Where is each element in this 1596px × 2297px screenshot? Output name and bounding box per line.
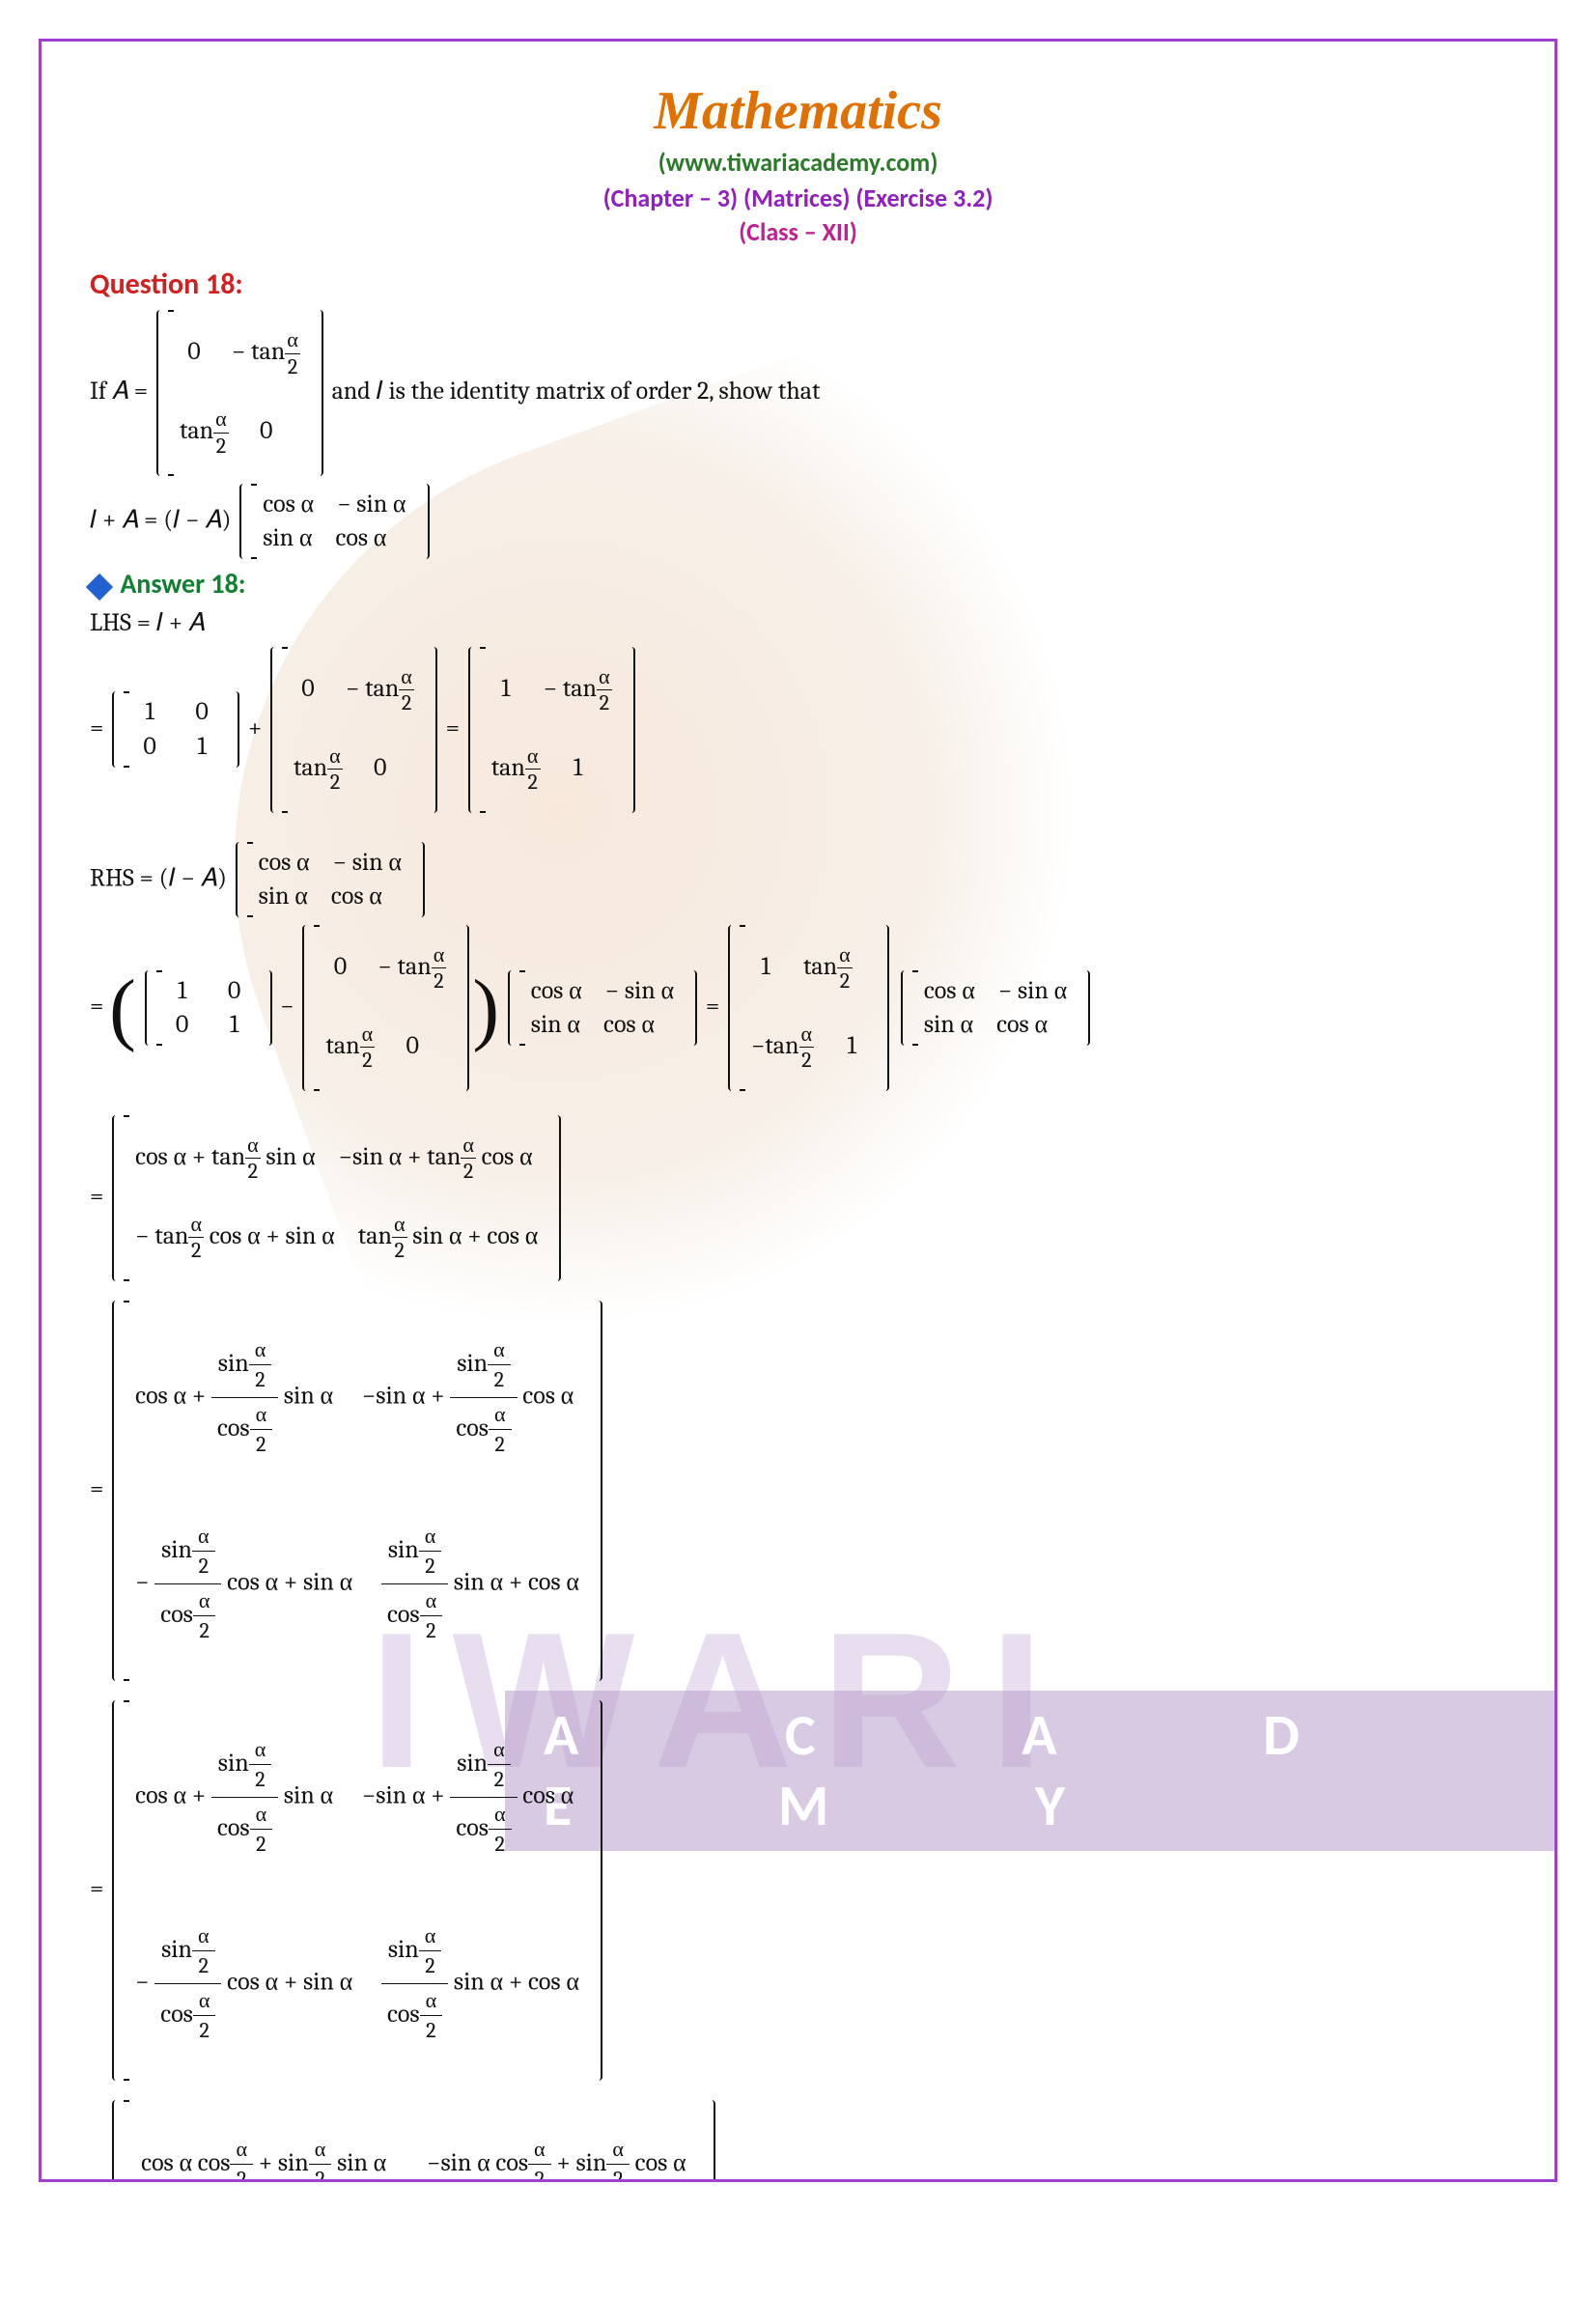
question-heading: Question 18:	[90, 266, 1506, 302]
rotation-matrix: cos α− sin α sin αcos α	[239, 484, 429, 559]
identity-matrix: 10 01	[112, 691, 239, 767]
rhs-product-2: = cos α + sinα2cosα2 sin α −sin α + sinα…	[90, 1301, 1506, 1681]
pencil-icon	[86, 573, 113, 600]
q-suffix: and 𝐼 is the identity matrix of order 2,…	[332, 377, 821, 406]
answer-label: Answer 18:	[120, 567, 245, 601]
product-matrix-1: cos α + tanα2 sin α−sin α + tanα2 cos α …	[112, 1115, 561, 1281]
product-matrix-2: cos α + sinα2cosα2 sin α −sin α + sinα2c…	[112, 1301, 602, 1681]
rotation-matrix-3: cos α− sin α sin αcos α	[508, 970, 697, 1046]
I-minus-A: 1tanα2 −tanα21	[728, 925, 889, 1091]
page-title: Mathematics	[90, 80, 1506, 142]
identity-matrix-2: 10 01	[145, 970, 272, 1046]
product-matrix-3: cos α cosα2 + sinα2 sin αcosα2 −sin α co…	[112, 2100, 715, 2182]
product-matrix-2b: cos α + sinα2cosα2 sin α −sin α + sinα2c…	[112, 1700, 602, 2081]
rhs-expand-1: = ( 10 01 − 0− tanα2 tanα20 ) cos α− sin…	[90, 925, 1506, 1091]
question-line-2: 𝐼 + 𝐴 = (𝐼 − 𝐴) cos α− sin α sin αcos α	[90, 484, 1506, 559]
q-eq-lhs: 𝐼 + 𝐴 = (𝐼 − 𝐴)	[90, 505, 237, 534]
lhs-expand: = 10 01 + 0− tanα2 tanα20 = 1− tanα2 tan…	[90, 647, 1506, 813]
rhs-product-3: = cos α cosα2 + sinα2 sin αcosα2 −sin α …	[90, 2100, 1506, 2182]
q-prefix: If 𝐴 =	[90, 377, 154, 406]
website-label: (www.tiwariacademy.com)	[90, 147, 1506, 178]
rotation-matrix-2: cos α− sin α sin αcos α	[236, 842, 425, 917]
rhs-label: RHS = (𝐼 − 𝐴)	[90, 863, 233, 892]
lhs-line: LHS = 𝐼 + 𝐴	[90, 608, 1506, 638]
rhs-line: RHS = (𝐼 − 𝐴) cos α− sin α sin αcos α	[90, 842, 1506, 917]
matrix-A: 0− tanα2 tanα20	[156, 310, 323, 476]
matrix-A-3: 0− tanα2 tanα20	[302, 925, 469, 1091]
page-frame: IWARI A C A D E M Y Mathematics (www.tiw…	[39, 39, 1557, 2182]
rhs-product-1: = cos α + tanα2 sin α−sin α + tanα2 cos …	[90, 1115, 1506, 1281]
chapter-label: (Chapter – 3) (Matrices) (Exercise 3.2)	[90, 182, 1506, 213]
question-line-1: If 𝐴 = 0− tanα2 tanα20 and 𝐼 is the iden…	[90, 310, 1506, 476]
lhs-result: 1− tanα2 tanα21	[468, 647, 635, 813]
rhs-product-2b: = cos α + sinα2cosα2 sin α −sin α + sinα…	[90, 1700, 1506, 2081]
answer-heading: Answer 18:	[90, 567, 1506, 601]
content: Mathematics (www.tiwariacademy.com) (Cha…	[90, 80, 1506, 2182]
rotation-matrix-4: cos α− sin α sin αcos α	[901, 970, 1090, 1046]
class-label: (Class – XII)	[90, 216, 1506, 247]
matrix-A-2: 0− tanα2 tanα20	[270, 647, 437, 813]
